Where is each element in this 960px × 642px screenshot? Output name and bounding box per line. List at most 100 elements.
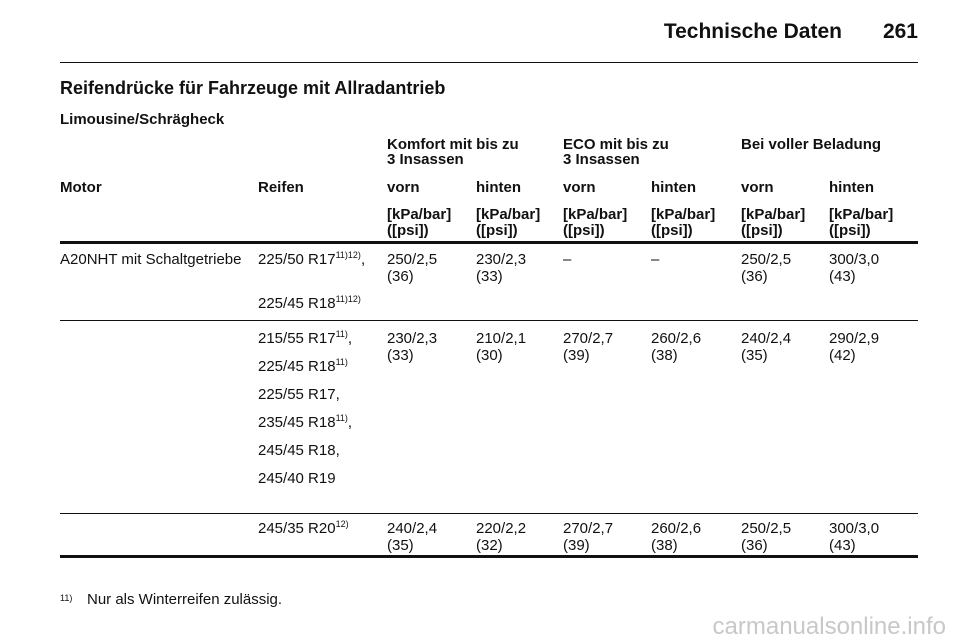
pressure-value: 260/2,6 xyxy=(651,520,702,537)
footnote-ref: 11) xyxy=(335,329,348,339)
unit-header: [kPa/bar] xyxy=(741,206,806,223)
pressure-value: (32) xyxy=(476,537,503,554)
table-rule xyxy=(60,513,918,514)
tire-size: 215/55 R17 xyxy=(258,330,336,347)
pressure-value: – xyxy=(651,251,660,268)
unit-header: ([psi]) xyxy=(476,222,518,239)
pressure-value: (38) xyxy=(651,347,678,364)
unit-header: [kPa/bar] xyxy=(651,206,716,223)
pressure-value: (35) xyxy=(387,537,414,554)
column-header: hinten xyxy=(829,179,874,196)
tire-suffix: , xyxy=(347,414,353,431)
pressure-value: (42) xyxy=(829,347,856,364)
header-rule xyxy=(60,62,918,63)
column-header: vorn xyxy=(563,179,596,196)
unit-header: [kPa/bar] xyxy=(563,206,628,223)
pressure-value: 270/2,7 xyxy=(563,330,614,347)
pressure-value: (39) xyxy=(563,537,590,554)
tire-suffix: , xyxy=(347,330,353,347)
unit-header: ([psi]) xyxy=(829,222,871,239)
unit-header: ([psi]) xyxy=(741,222,783,239)
table-rule xyxy=(60,555,918,558)
tire-cell: 225/45 R1811)12) xyxy=(258,294,361,312)
pressure-value: – xyxy=(563,251,572,268)
pressure-value: 240/2,4 xyxy=(387,520,438,537)
pressure-value: 240/2,4 xyxy=(741,330,792,347)
column-header: vorn xyxy=(387,179,420,196)
tire-size: 245/35 R20 xyxy=(258,520,336,537)
group-header: 3 Insassen xyxy=(563,151,640,168)
tire-size: 245/45 R18, xyxy=(258,442,340,459)
footnote-text: Nur als Winterreifen zulässig. xyxy=(87,591,283,608)
tire-cell: 235/45 R1811), xyxy=(258,413,353,431)
column-header: hinten xyxy=(651,179,696,196)
tire-size: 225/45 R18 xyxy=(258,358,336,375)
pressure-value: (35) xyxy=(741,347,768,364)
pressure-value: 290/2,9 xyxy=(829,330,880,347)
tire-size: 245/40 R19 xyxy=(258,470,336,487)
subsection-title: Limousine/Schrägheck xyxy=(60,111,225,128)
pressure-value: (36) xyxy=(741,537,768,554)
footnote-mark: 11) xyxy=(60,593,73,603)
pressure-value: 250/2,5 xyxy=(741,251,792,268)
pressure-value: (36) xyxy=(741,268,768,285)
pressure-value: 250/2,5 xyxy=(741,520,792,537)
pressure-value: (33) xyxy=(476,268,503,285)
tire-size: 225/50 R17 xyxy=(258,251,336,268)
pressure-value: 300/3,0 xyxy=(829,251,880,268)
pressure-value: (43) xyxy=(829,537,856,554)
pressure-value: (36) xyxy=(387,268,414,285)
tire-size: 235/45 R18 xyxy=(258,414,336,431)
pressure-value: (33) xyxy=(387,347,414,364)
group-header: ECO mit bis zu xyxy=(563,136,669,153)
tire-size: 225/45 R18 xyxy=(258,295,336,312)
tire-suffix: , xyxy=(360,251,366,268)
table-rule xyxy=(60,320,918,321)
footnote-ref: 11) xyxy=(335,357,348,367)
pressure-value: 210/2,1 xyxy=(476,330,527,347)
unit-header: ([psi]) xyxy=(387,222,429,239)
tire-cell: 215/55 R1711), xyxy=(258,329,353,347)
watermark: carmanualsonline.info xyxy=(712,613,946,640)
footnote-ref: 12) xyxy=(335,519,349,529)
unit-header: [kPa/bar] xyxy=(476,206,541,223)
table-rule xyxy=(60,241,918,244)
pressure-value: 220/2,2 xyxy=(476,520,527,537)
group-header: 3 Insassen xyxy=(387,151,464,168)
header-title: Technische Daten xyxy=(663,20,842,43)
unit-header: [kPa/bar] xyxy=(387,206,452,223)
pressure-value: 230/2,3 xyxy=(387,330,438,347)
tire-cell: 245/45 R18, xyxy=(258,443,340,459)
tire-cell: 245/35 R2012) xyxy=(258,519,349,537)
motor-cell: A20NHT mit Schaltgetriebe xyxy=(60,251,242,268)
column-header: vorn xyxy=(741,179,774,196)
pressure-value: 230/2,3 xyxy=(476,251,527,268)
pressure-value: 300/3,0 xyxy=(829,520,880,537)
pressure-value: 270/2,7 xyxy=(563,520,614,537)
column-header: hinten xyxy=(476,179,521,196)
tire-size: 225/55 R17, xyxy=(258,386,340,403)
footnote-ref: 11) xyxy=(335,413,348,423)
pressure-value: 260/2,6 xyxy=(651,330,702,347)
group-header: Bei voller Beladung xyxy=(741,136,882,153)
column-header: Motor xyxy=(60,179,102,196)
page-number: 261 xyxy=(882,20,918,43)
tire-cell: 245/40 R19 xyxy=(258,471,336,487)
footnote-ref: 11)12) xyxy=(335,250,361,260)
pressure-value: (38) xyxy=(651,537,678,554)
pressure-value: (30) xyxy=(476,347,503,364)
unit-header: ([psi]) xyxy=(651,222,693,239)
unit-header: [kPa/bar] xyxy=(829,206,894,223)
group-header: Komfort mit bis zu xyxy=(387,136,519,153)
pressure-value: (43) xyxy=(829,268,856,285)
unit-header: ([psi]) xyxy=(563,222,605,239)
pressure-value: (39) xyxy=(563,347,590,364)
tire-cell: 225/50 R1711)12), xyxy=(258,250,366,268)
tire-cell: 225/45 R1811) xyxy=(258,357,348,375)
column-header: Reifen xyxy=(258,179,304,196)
pressure-value: 250/2,5 xyxy=(387,251,438,268)
tire-cell: 225/55 R17, xyxy=(258,387,340,403)
footnote-ref: 11)12) xyxy=(335,294,361,304)
section-title: Reifendrücke für Fahrzeuge mit Allradant… xyxy=(60,78,446,98)
